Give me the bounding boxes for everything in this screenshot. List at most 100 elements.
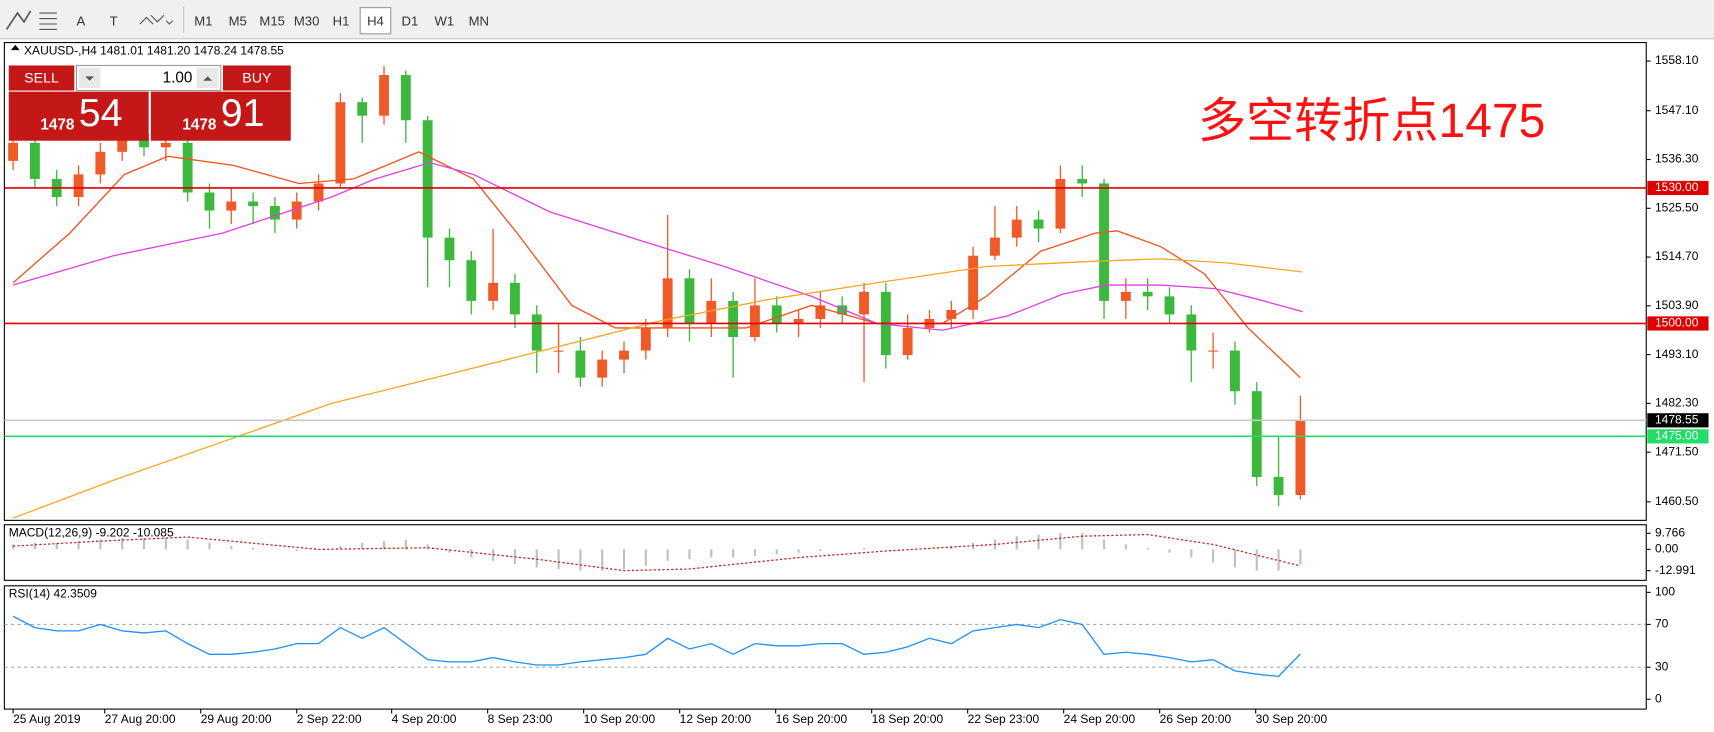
candle-body	[662, 278, 673, 328]
candle-body	[793, 318, 804, 324]
timeframe-button[interactable]: M1	[194, 13, 212, 28]
series-line	[12, 615, 1301, 678]
candle-body	[990, 237, 1000, 256]
y-tick-label: 1547.10	[1655, 103, 1699, 117]
candle-body	[422, 120, 433, 238]
y-tick-label: 1471.50	[1655, 444, 1699, 458]
candle-body	[1120, 291, 1131, 301]
candle-body	[1142, 291, 1153, 297]
tool-label[interactable]: T	[110, 13, 118, 28]
series-line	[12, 151, 1301, 379]
candle-body	[1055, 178, 1066, 229]
level-label-bg	[1647, 316, 1709, 331]
series-line	[12, 258, 1303, 519]
tool-icon[interactable]	[5, 10, 32, 30]
panel-frame	[3, 42, 1647, 521]
x-tick-label: 27 Aug 20:00	[105, 712, 176, 726]
candle-body	[859, 291, 869, 315]
x-tick-label: 12 Sep 20:00	[680, 712, 752, 726]
buy-button[interactable]	[222, 65, 291, 91]
y-tick-label: 1493.10	[1655, 347, 1699, 361]
candle-body	[182, 142, 193, 193]
candle-body	[95, 151, 106, 175]
candle-body	[510, 282, 520, 315]
timeframe-button[interactable]: D1	[402, 13, 419, 28]
level-label: 1478.55	[1655, 413, 1699, 427]
candle-body	[1186, 314, 1197, 351]
candle-body	[531, 314, 542, 351]
y-tick-label: 1525.50	[1655, 200, 1699, 214]
candle-body	[728, 300, 739, 338]
bid-box[interactable]	[8, 91, 149, 141]
candle-body	[379, 75, 389, 116]
ask-box[interactable]	[150, 91, 291, 141]
candle-body	[837, 305, 848, 315]
ask-main[interactable]: 1478	[182, 116, 217, 133]
tool-icon[interactable]	[39, 12, 57, 30]
tool-icon[interactable]	[139, 14, 174, 25]
timeframe-button[interactable]: MN	[469, 13, 489, 28]
candle-body	[73, 174, 84, 198]
up-arrow	[203, 76, 213, 81]
sell-label[interactable]: SELL	[24, 70, 59, 86]
level-label-bg	[1647, 180, 1709, 196]
x-tick-label: 25 Aug 2019	[13, 712, 81, 726]
panel-title: RSI(14) 42.3509	[9, 587, 97, 601]
candle-body	[902, 327, 913, 356]
y-tick-label: 1460.50	[1655, 494, 1699, 508]
timeframe-button[interactable]: M15	[259, 13, 285, 28]
y-tick-label: 1503.90	[1655, 298, 1699, 312]
candle-body	[8, 142, 19, 161]
timeframe-button[interactable]: M5	[229, 13, 247, 28]
candle-body	[553, 350, 564, 352]
panel-frame	[3, 524, 1647, 581]
candle-body	[488, 282, 499, 301]
candle-body	[640, 327, 651, 351]
candle-body	[1164, 296, 1175, 315]
ask-pips[interactable]: 91	[221, 91, 265, 135]
candle-body	[291, 201, 302, 220]
buy-label[interactable]: BUY	[242, 70, 272, 86]
x-tick-label: 2 Sep 22:00	[297, 712, 362, 726]
timeframe-button[interactable]: H4	[367, 13, 384, 28]
bid-main[interactable]: 1478	[40, 116, 75, 133]
x-tick-label: 16 Sep 20:00	[776, 712, 848, 726]
x-tick-label: 18 Sep 20:00	[872, 712, 944, 726]
sell-button[interactable]	[8, 65, 75, 91]
down-arrow	[85, 76, 95, 81]
lot-value[interactable]: 1.00	[163, 70, 193, 87]
timeframe-button[interactable]: W1	[435, 13, 455, 28]
x-tick-label: 26 Sep 20:00	[1160, 712, 1232, 726]
candle-body	[400, 75, 411, 121]
y-tick-label: 100	[1655, 585, 1675, 599]
chart: 1558.10 1547.10 1536.30 1525.50 1514.70 1503.…	[3, 42, 1709, 726]
candle-body	[466, 260, 477, 301]
candle-body	[444, 237, 455, 261]
panel-frame	[3, 585, 1647, 710]
panel-title: XAUUSD-,H4 1481.01 1481.20 1478.24 1478.…	[24, 43, 284, 57]
x-tick-label: 29 Aug 20:00	[201, 712, 272, 726]
timeframe-button[interactable]: M30	[294, 13, 320, 28]
collapse-icon[interactable]	[10, 44, 20, 51]
candle-body	[1273, 477, 1284, 496]
candle-body	[1251, 391, 1262, 478]
candle-body	[968, 255, 979, 310]
y-tick-label: 1514.70	[1655, 249, 1699, 263]
level-label: 1500.00	[1655, 316, 1699, 330]
tool-text[interactable]: A	[77, 13, 86, 28]
candle-body	[29, 142, 40, 179]
y-tick-label: 1482.30	[1655, 396, 1699, 410]
candle-body	[619, 350, 629, 360]
candle-body	[357, 102, 368, 116]
candle-body	[1099, 183, 1109, 301]
toolbar-bg	[0, 0, 1714, 40]
candle-body	[1208, 350, 1219, 352]
x-tick-label: 10 Sep 20:00	[584, 712, 656, 726]
timeframe-button[interactable]: H1	[333, 13, 350, 28]
level-label-bg	[1647, 413, 1709, 428]
candle-body	[1033, 219, 1044, 229]
level-label: 1475.00	[1655, 429, 1699, 443]
bid-pips[interactable]: 54	[79, 91, 123, 135]
